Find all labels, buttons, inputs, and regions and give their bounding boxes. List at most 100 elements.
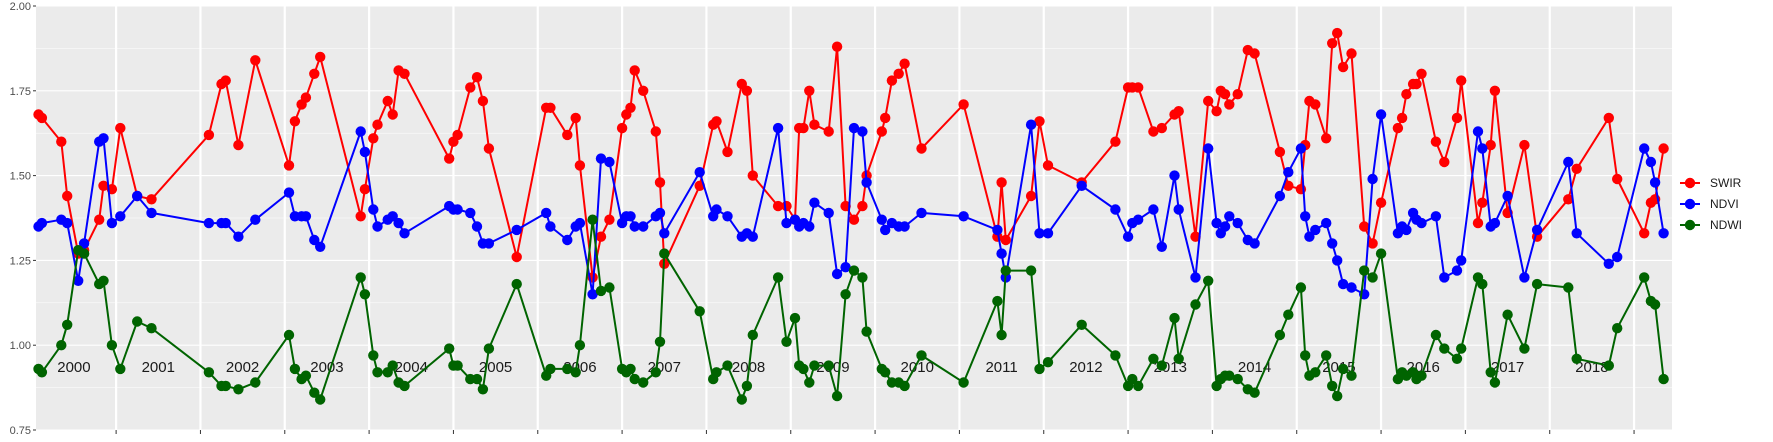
data-point-swir: [711, 116, 722, 127]
data-point-swir: [359, 184, 371, 195]
data-point-ndvi: [61, 217, 73, 229]
data-point-ndvi: [809, 197, 820, 208]
data-point-ndwi: [1300, 350, 1311, 361]
data-point-swir: [1232, 89, 1243, 100]
data-point-swir: [823, 126, 834, 137]
data-point-ndvi: [1283, 167, 1294, 178]
data-point-ndvi: [78, 238, 90, 249]
data-point-swir: [1477, 197, 1488, 208]
data-point-ndvi: [916, 207, 927, 219]
data-point-ndwi: [1359, 265, 1370, 276]
data-point-swir: [1025, 190, 1037, 202]
data-point-ndwi: [1439, 343, 1450, 354]
data-point-swir: [1367, 238, 1378, 249]
data-point-ndwi: [861, 326, 872, 337]
data-point-ndwi: [1232, 373, 1243, 385]
data-point-ndwi: [1477, 278, 1488, 290]
data-point-swir: [289, 116, 301, 127]
data-point-swir: [595, 231, 607, 242]
data-point-ndvi: [899, 221, 910, 232]
data-point-ndwi: [848, 265, 860, 276]
data-point-swir: [629, 65, 640, 76]
data-point-ndvi: [1451, 265, 1463, 276]
data-point-ndvi: [574, 217, 586, 229]
data-point-ndvi: [36, 217, 48, 229]
legend-key-point: [1684, 198, 1696, 210]
data-point-ndvi: [1337, 278, 1349, 290]
data-point-ndwi: [587, 214, 598, 225]
data-point-ndvi: [747, 231, 758, 242]
data-point-ndvi: [992, 224, 1003, 236]
data-point-swir: [387, 109, 398, 120]
data-point-swir: [880, 112, 891, 124]
data-point-swir: [1000, 234, 1011, 246]
data-point-ndvi: [465, 207, 476, 219]
data-point-ndwi: [741, 380, 753, 392]
data-point-swir: [1337, 61, 1349, 73]
data-point-ndwi: [250, 377, 261, 388]
data-point-swir: [1283, 180, 1294, 191]
data-point-ndwi: [61, 319, 73, 330]
data-point-swir: [1219, 89, 1231, 100]
data-point-ndwi: [315, 394, 326, 405]
data-point-swir: [477, 95, 489, 107]
data-point-ndvi: [115, 211, 126, 222]
data-point-swir: [562, 129, 573, 141]
data-point-ndvi: [1156, 241, 1168, 252]
data-point-swir: [1430, 136, 1442, 147]
data-point-swir: [483, 143, 495, 154]
data-point-ndvi: [471, 221, 483, 232]
year-labels: 2000200120022003200420052006200720082009…: [57, 359, 1635, 434]
data-point-ndvi: [1439, 272, 1450, 283]
data-point-ndvi: [541, 207, 552, 219]
data-point-swir: [511, 251, 522, 263]
data-point-ndvi: [1076, 180, 1087, 191]
data-point-swir: [1411, 78, 1422, 90]
data-point-ndvi: [98, 133, 109, 144]
year-label: 2005: [479, 359, 512, 376]
data-point-swir: [1274, 146, 1286, 158]
data-point-ndvi: [1489, 217, 1501, 229]
data-point-swir: [1203, 95, 1214, 107]
data-point-ndwi: [1274, 329, 1286, 341]
data-point-ndvi: [1173, 204, 1184, 215]
data-point-swir: [1346, 48, 1357, 59]
data-point-swir: [98, 180, 109, 191]
data-point-ndvi: [511, 224, 522, 236]
data-point-swir: [574, 160, 586, 171]
data-point-ndvi: [861, 177, 872, 188]
data-point-swir: [899, 58, 910, 69]
legend-label: NDVI: [1710, 197, 1739, 211]
data-point-ndwi: [570, 367, 581, 378]
data-point-ndwi: [798, 363, 809, 375]
data-point-ndvi: [1645, 156, 1657, 168]
data-point-swir: [1359, 221, 1370, 232]
data-point-swir: [233, 139, 244, 151]
data-point-ndvi: [372, 221, 383, 232]
data-point-swir: [876, 126, 887, 137]
data-point-ndwi: [368, 350, 379, 361]
data-point-swir: [857, 200, 868, 212]
data-point-swir: [804, 85, 815, 97]
data-point-ndvi: [355, 126, 366, 137]
data-point-swir: [1639, 228, 1650, 239]
data-point-ndvi: [1416, 217, 1427, 229]
data-point-ndvi: [1639, 143, 1650, 154]
data-point-ndvi: [1169, 170, 1180, 181]
data-point-ndwi: [722, 360, 733, 371]
data-point-ndwi: [78, 248, 90, 259]
data-point-swir: [1321, 133, 1332, 144]
y-tick-label: 1.75: [10, 86, 31, 98]
year-label: 2012: [1069, 359, 1102, 376]
data-point-swir: [220, 75, 231, 86]
data-point-swir: [1042, 160, 1054, 171]
data-point-swir: [1133, 82, 1144, 93]
data-point-swir: [1148, 126, 1159, 137]
data-point-ndwi: [1531, 278, 1543, 290]
data-point-ndwi: [1249, 387, 1260, 398]
data-point-ndwi: [1612, 323, 1623, 334]
data-point-ndwi: [1603, 360, 1615, 371]
data-point-ndvi: [711, 204, 722, 215]
data-point-ndvi: [840, 262, 851, 273]
data-point-swir: [654, 177, 666, 188]
